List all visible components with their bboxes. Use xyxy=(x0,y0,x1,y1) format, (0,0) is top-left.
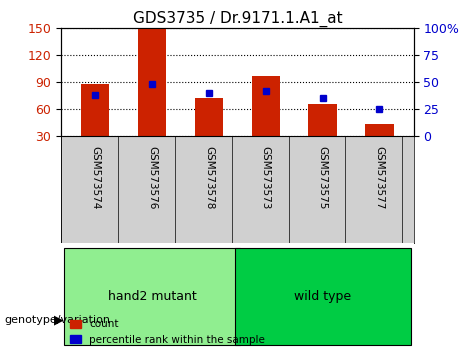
Text: GSM573575: GSM573575 xyxy=(318,147,328,210)
Text: wild type: wild type xyxy=(294,290,351,303)
Legend: count, percentile rank within the sample: count, percentile rank within the sample xyxy=(66,315,269,349)
Bar xyxy=(195,98,223,136)
Title: GDS3735 / Dr.9171.1.A1_at: GDS3735 / Dr.9171.1.A1_at xyxy=(133,11,342,27)
FancyBboxPatch shape xyxy=(64,249,240,345)
Text: GSM573577: GSM573577 xyxy=(375,147,384,210)
Text: GSM573576: GSM573576 xyxy=(147,147,157,210)
Text: hand2 mutant: hand2 mutant xyxy=(108,290,196,303)
Bar xyxy=(251,76,280,136)
Bar xyxy=(308,104,337,136)
Bar xyxy=(365,124,394,136)
Text: ▶: ▶ xyxy=(54,314,63,327)
Bar xyxy=(138,28,166,136)
Text: GSM573578: GSM573578 xyxy=(204,147,214,210)
Text: genotype/variation: genotype/variation xyxy=(5,315,111,325)
FancyBboxPatch shape xyxy=(235,249,411,345)
Text: GSM573573: GSM573573 xyxy=(261,147,271,210)
Text: GSM573574: GSM573574 xyxy=(90,147,100,210)
Bar xyxy=(81,84,110,136)
